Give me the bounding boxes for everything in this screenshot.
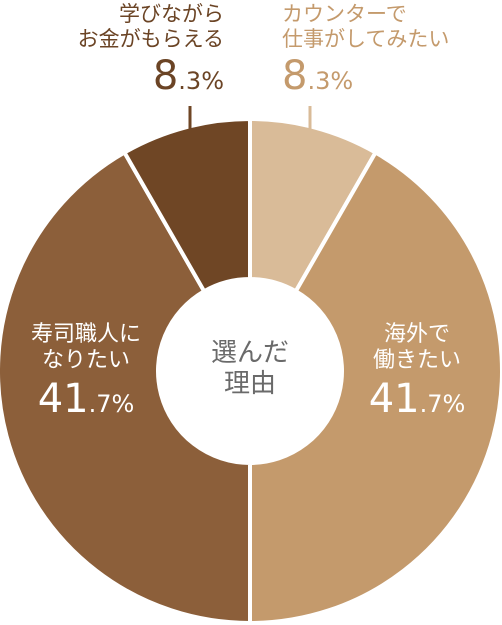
center-label-line-2: 理由 (223, 369, 276, 400)
slice-value-sushi-chef: 41.7% (37, 375, 135, 422)
slice-label-overseas-line-1: 海外で (383, 322, 450, 347)
slice-label-sushi-chef-line-2: なりたい (41, 348, 130, 374)
center-label: 選んだ 理由 (195, 338, 305, 400)
slice-value-counter: 8.3% (282, 53, 354, 100)
slice-value-overseas: 41.7% (368, 375, 466, 422)
slice-label-overseas-line-2: 働きたい (372, 348, 461, 374)
slice-label-overseas: 海外で 働きたい 41.7% (352, 322, 482, 423)
slice-label-earn-line-1: 学びながら (119, 2, 224, 26)
slice-value-earn-while-learning: 8.3% (152, 53, 224, 100)
slice-label-earn-while-learning: 学びながら お金がもらえる 8.3% (78, 2, 224, 100)
center-label-line-1: 選んだ (210, 338, 289, 368)
slice-label-sushi-chef-line-1: 寿司職人に (30, 322, 141, 347)
slice-label-earn-line-2: お金がもらえる (77, 27, 224, 52)
slice-label-sushi-chef: 寿司職人に なりたい 41.7% (6, 322, 166, 423)
donut-hole (158, 279, 342, 463)
slice-label-counter: カウンターで 仕事がしてみたい 8.3% (282, 2, 449, 100)
slice-label-counter-line-2: 仕事がしてみたい (282, 27, 450, 52)
slice-label-counter-line-1: カウンターで (282, 2, 407, 26)
